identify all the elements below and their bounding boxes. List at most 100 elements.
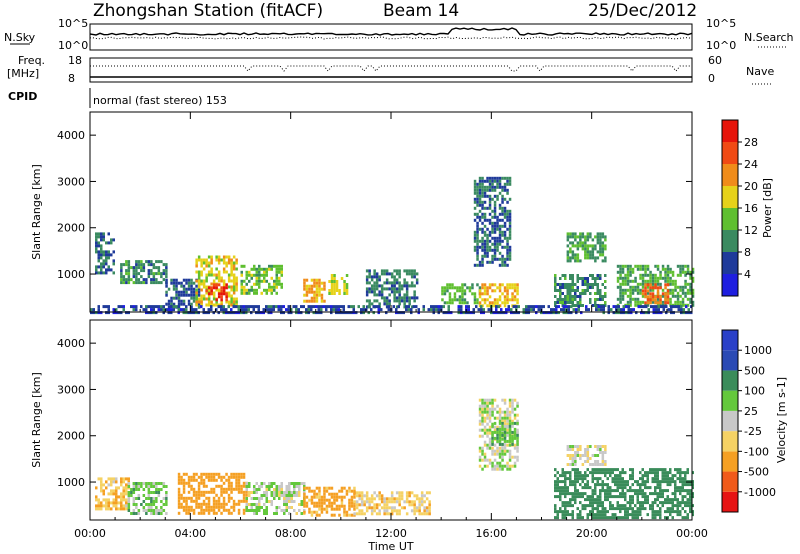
echo-cell bbox=[601, 253, 605, 257]
echo-cell bbox=[691, 291, 695, 295]
echo-cell bbox=[190, 475, 193, 479]
echo-cell bbox=[473, 200, 477, 204]
echo-cell bbox=[478, 176, 482, 180]
echo-cell bbox=[443, 301, 447, 305]
echo-cell bbox=[491, 452, 494, 456]
echo-cell bbox=[516, 430, 519, 434]
echo-cell bbox=[112, 250, 115, 254]
echo-cell bbox=[398, 302, 401, 306]
echo-cell bbox=[621, 267, 625, 271]
echo-cell bbox=[596, 504, 599, 508]
echo-cell bbox=[491, 430, 494, 434]
echo-cell bbox=[263, 482, 266, 485]
echo-cell bbox=[508, 410, 512, 414]
echo-cell bbox=[569, 454, 572, 457]
echo-cell bbox=[343, 280, 346, 283]
echo-cell bbox=[195, 493, 198, 497]
echo-cell bbox=[322, 305, 325, 309]
echo-cell bbox=[689, 282, 692, 286]
echo-cell bbox=[501, 254, 504, 258]
echo-cell bbox=[493, 248, 497, 252]
echo-cell bbox=[207, 303, 211, 307]
echo-cell bbox=[232, 255, 236, 259]
echo-cell bbox=[481, 446, 484, 450]
echo-cell bbox=[195, 490, 198, 494]
echo-cell bbox=[100, 232, 103, 236]
echo-cell bbox=[491, 446, 494, 450]
echo-cell bbox=[355, 512, 359, 516]
power-x-ticks bbox=[89, 112, 693, 312]
x-tick-label: 00:00 bbox=[74, 527, 106, 540]
echo-cell bbox=[428, 500, 431, 504]
echo-cell bbox=[669, 279, 672, 283]
echo-cell bbox=[328, 504, 331, 508]
beam-label: Beam 14 bbox=[383, 1, 459, 21]
echo-cell bbox=[513, 455, 517, 459]
echo-cell bbox=[277, 305, 280, 309]
echo-cell bbox=[566, 471, 569, 475]
echo-cell bbox=[554, 495, 557, 499]
echo-cell bbox=[596, 454, 600, 457]
echo-cell bbox=[222, 261, 226, 265]
echo-cell bbox=[685, 305, 688, 309]
echo-cell bbox=[481, 401, 484, 405]
echo-cell bbox=[160, 308, 163, 312]
echo-cell bbox=[646, 486, 649, 490]
echo-cell bbox=[591, 286, 594, 289]
echo-cell bbox=[506, 295, 509, 299]
echo-cell bbox=[313, 501, 316, 505]
echo-cell bbox=[579, 516, 582, 520]
echo-cell bbox=[661, 276, 665, 280]
echo-cell bbox=[498, 467, 502, 471]
echo-cell bbox=[210, 490, 213, 494]
echo-cell bbox=[576, 492, 579, 496]
echo-cell bbox=[313, 281, 316, 285]
echo-cell bbox=[478, 194, 482, 198]
echo-cell bbox=[135, 482, 138, 485]
echo-cell bbox=[175, 305, 178, 309]
echo-cell bbox=[122, 477, 125, 481]
echo-cell bbox=[631, 285, 635, 289]
echo-cell bbox=[478, 428, 482, 432]
echo-cell bbox=[501, 452, 504, 456]
echo-cell bbox=[631, 474, 634, 478]
echo-cell bbox=[666, 295, 670, 299]
echo-cell bbox=[463, 292, 467, 296]
echo-cell bbox=[508, 467, 512, 471]
echo-cell bbox=[644, 486, 647, 490]
echo-cell bbox=[207, 499, 211, 503]
echo-cell bbox=[345, 513, 349, 517]
echo-cell bbox=[283, 509, 286, 512]
echo-cell bbox=[328, 498, 331, 502]
echo-cell bbox=[432, 305, 435, 309]
echo-cell bbox=[661, 267, 665, 271]
echo-cell bbox=[579, 448, 582, 451]
echo-cell bbox=[323, 284, 326, 288]
echo-cell bbox=[132, 266, 136, 270]
echo-cell bbox=[202, 481, 206, 485]
echo-cell bbox=[674, 294, 677, 298]
echo-cell bbox=[217, 311, 220, 315]
echo-cell bbox=[445, 311, 448, 315]
echo-cell bbox=[556, 283, 559, 286]
echo-cell bbox=[616, 480, 619, 484]
echo-cell bbox=[481, 203, 484, 207]
echo-cell bbox=[348, 513, 351, 517]
echo-cell bbox=[295, 311, 298, 315]
echo-cell bbox=[435, 305, 438, 309]
echo-cell bbox=[476, 194, 479, 198]
echo-cell bbox=[160, 272, 163, 276]
echo-cell bbox=[476, 263, 479, 267]
echo-cell bbox=[102, 262, 105, 266]
echo-cell bbox=[579, 241, 582, 245]
echo-cell bbox=[496, 194, 499, 198]
echo-cell bbox=[554, 289, 557, 292]
echo-cell bbox=[564, 298, 567, 301]
echo-cell bbox=[177, 302, 181, 306]
echo-cell bbox=[120, 501, 123, 505]
echo-cell bbox=[674, 498, 677, 502]
echo-cell bbox=[584, 474, 587, 478]
echo-cell bbox=[232, 267, 236, 271]
echo-cell bbox=[115, 498, 118, 502]
echo-cell bbox=[398, 512, 401, 516]
